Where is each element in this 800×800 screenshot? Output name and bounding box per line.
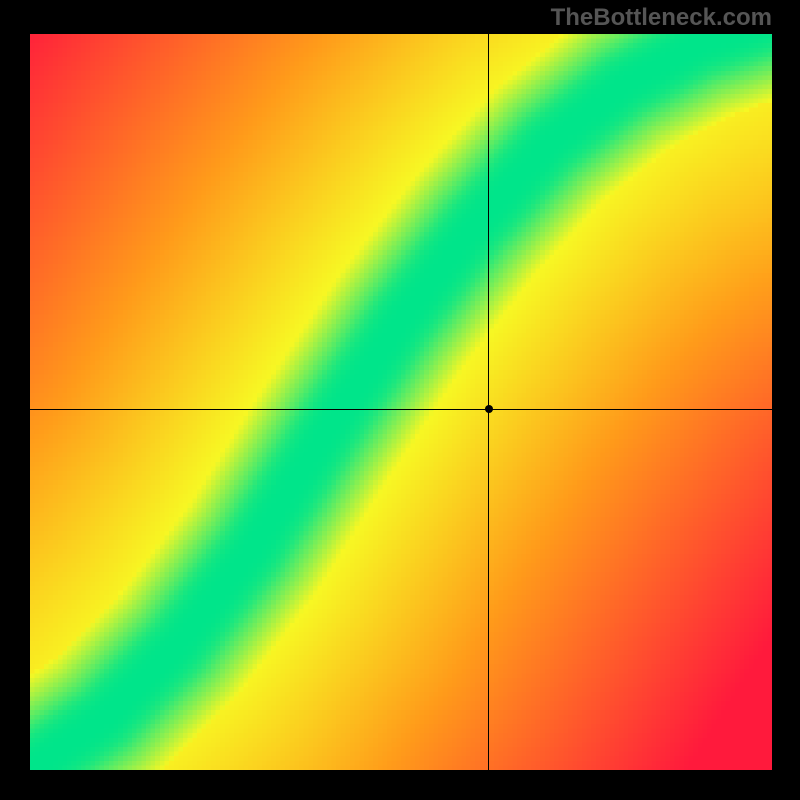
crosshair-vertical bbox=[488, 34, 489, 770]
crosshair-marker bbox=[485, 405, 493, 413]
chart-container: TheBottleneck.com bbox=[0, 0, 800, 800]
crosshair-horizontal bbox=[30, 409, 772, 410]
bottleneck-heatmap bbox=[30, 34, 772, 770]
watermark-text: TheBottleneck.com bbox=[551, 4, 772, 32]
